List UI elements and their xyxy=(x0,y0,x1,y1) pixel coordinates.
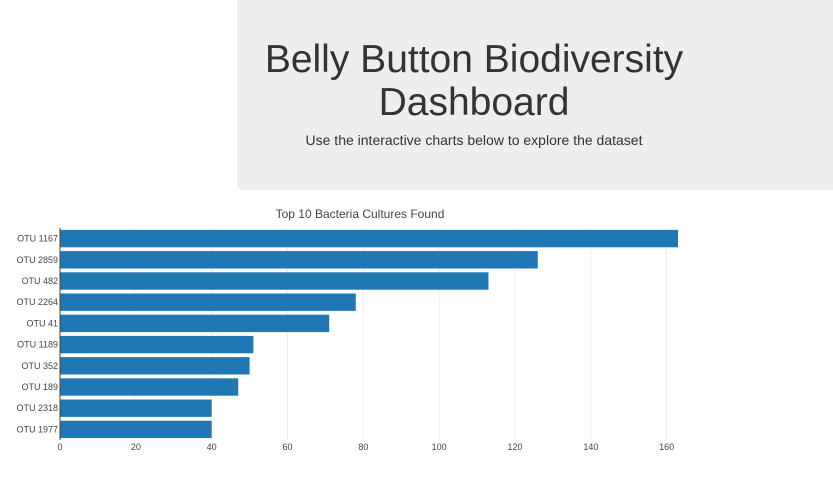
bar-otu-189[interactable] xyxy=(60,378,239,396)
y-tick-label: OTU 2318 xyxy=(16,403,58,413)
bars xyxy=(60,229,679,439)
bar-otu-1167[interactable] xyxy=(60,229,679,248)
y-tick-label: OTU 352 xyxy=(21,361,58,371)
page-title: Belly Button Biodiversity Dashboard xyxy=(108,38,833,124)
x-tick-label: 20 xyxy=(131,442,141,452)
bar-otu-1977[interactable] xyxy=(60,420,212,439)
y-tick-label: OTU 1189 xyxy=(17,340,58,350)
bar-otu-2318[interactable] xyxy=(60,399,212,417)
bar-otu-352[interactable] xyxy=(60,357,250,375)
y-tick-label: OTU 1167 xyxy=(17,234,58,244)
y-tick-labels: OTU 1167 OTU 2859 OTU 482 OTU 2264 OTU 41 OTU… xyxy=(16,234,58,435)
bar-otu-1189[interactable] xyxy=(60,335,254,354)
x-tick-label: 120 xyxy=(507,442,522,452)
y-tick-label: OTU 189 xyxy=(21,382,58,392)
bar-otu-2264[interactable] xyxy=(60,293,356,311)
page-subtitle: Use the interactive charts below to expl… xyxy=(305,132,643,148)
header-jumbotron: Belly Button Biodiversity Dashboard Use … xyxy=(237,0,833,190)
bar-otu-482[interactable] xyxy=(60,272,489,290)
bar-otu-2859[interactable] xyxy=(60,251,538,269)
x-tick-label: 40 xyxy=(207,442,217,452)
bar-chart: Top 10 Bacteria Cultures Found OTU 1167O… xyxy=(16,207,679,452)
page-title-line1: Belly Button Biodiversity xyxy=(264,38,684,81)
y-tick-label: OTU 2264 xyxy=(16,297,58,307)
x-tick-label: 100 xyxy=(432,442,447,452)
x-tick-label: 160 xyxy=(659,442,674,452)
chart-title: Top 10 Bacteria Cultures Found xyxy=(276,207,445,221)
bar-otu-41[interactable] xyxy=(60,314,330,333)
y-tick-label: OTU 1977 xyxy=(16,424,58,434)
x-tick-labels: 0 20 40 60 80 100 120 140 160 xyxy=(57,442,674,452)
x-tick-label: 60 xyxy=(282,442,292,452)
y-tick-label: OTU 2859 xyxy=(16,255,58,265)
page-title-line2: Dashboard xyxy=(378,81,570,124)
y-tick-label: OTU 41 xyxy=(26,318,58,328)
x-tick-label: 140 xyxy=(583,442,598,452)
x-tick-label: 80 xyxy=(358,442,368,452)
y-tick-label: OTU 482 xyxy=(21,276,58,286)
x-tick-label: 0 xyxy=(57,442,62,452)
